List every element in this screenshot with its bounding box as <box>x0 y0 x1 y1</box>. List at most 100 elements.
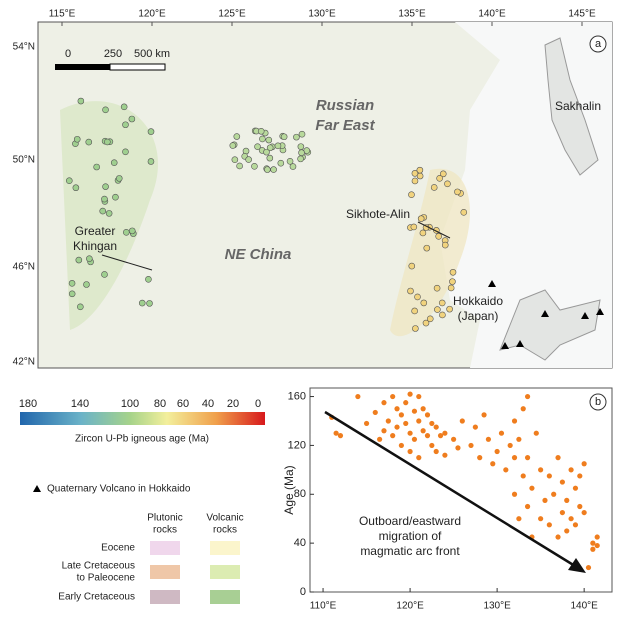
lon-tick-label: 125°E <box>218 9 246 20</box>
point <box>577 473 582 478</box>
point <box>407 449 412 454</box>
sample-dot <box>417 167 423 173</box>
point <box>460 418 465 423</box>
sample-dot <box>420 230 426 236</box>
scale-bar <box>110 64 165 70</box>
point <box>534 431 539 436</box>
lat-tick-label: 46°N <box>13 262 35 273</box>
sample-dot <box>267 155 273 161</box>
sample-dot <box>264 167 270 173</box>
sample-dot <box>409 263 415 269</box>
sample-dot <box>454 189 460 195</box>
point <box>525 504 530 509</box>
colorbar-tick-label: 20 <box>227 398 239 410</box>
map-label: (Japan) <box>458 309 499 323</box>
point <box>421 428 426 433</box>
point <box>425 433 430 438</box>
scale-label: 0 <box>65 48 71 60</box>
point <box>490 461 495 466</box>
sample-dot <box>83 282 89 288</box>
sample-dot <box>412 178 418 184</box>
sample-dot <box>100 208 106 214</box>
point <box>573 486 578 491</box>
point <box>381 428 386 433</box>
x-tick-label: 110°E <box>310 601 337 612</box>
y-tick-label: 160 <box>288 390 306 402</box>
sample-dot <box>116 175 122 181</box>
point <box>595 534 600 539</box>
map-label: Hokkaido <box>453 294 503 308</box>
lon-tick-label: 120°E <box>138 9 166 20</box>
sample-dot <box>412 308 418 314</box>
point <box>512 492 517 497</box>
sample-dot <box>78 98 84 104</box>
sample-dot <box>449 279 455 285</box>
sample-dot <box>461 209 467 215</box>
sample-dot <box>437 175 443 181</box>
point <box>364 421 369 426</box>
colorbar-title: Zircon U-Pb igneous age (Ma) <box>75 434 209 445</box>
annotation: migration of <box>379 529 442 543</box>
swatch <box>210 565 240 579</box>
x-tick-label: 130°E <box>483 601 511 612</box>
lat-ticks: 54°N50°N46°N42°N <box>13 42 35 368</box>
point <box>434 424 439 429</box>
point <box>407 392 412 397</box>
annotation: Outboard/eastward <box>359 514 461 528</box>
swatch <box>210 541 240 555</box>
sample-dot <box>86 139 92 145</box>
sample-dot <box>436 233 442 239</box>
scale-label: 250 <box>104 48 122 60</box>
colorbar <box>20 412 265 425</box>
point <box>512 455 517 460</box>
x-tick-label: 120°E <box>396 601 424 612</box>
point <box>577 504 582 509</box>
point <box>416 455 421 460</box>
sample-dot <box>439 312 445 318</box>
swatch <box>150 565 180 579</box>
point <box>508 443 513 448</box>
panel-label: b <box>595 396 601 408</box>
sample-dot <box>290 164 296 170</box>
sample-dot <box>281 134 287 140</box>
point <box>555 534 560 539</box>
point <box>481 412 486 417</box>
sample-dot <box>408 288 414 294</box>
point <box>407 431 412 436</box>
lon-tick-label: 145°E <box>568 9 596 20</box>
sample-dot <box>442 242 448 248</box>
point <box>473 424 478 429</box>
point <box>525 455 530 460</box>
point <box>560 479 565 484</box>
legend-row: to Paleocene <box>77 573 136 584</box>
sample-dot <box>234 134 240 140</box>
sample-dot <box>412 325 418 331</box>
point <box>560 510 565 515</box>
point <box>551 492 556 497</box>
point <box>512 418 517 423</box>
sample-dot <box>73 185 79 191</box>
map-label: Greater <box>75 224 116 238</box>
point <box>403 421 408 426</box>
point <box>394 406 399 411</box>
sample-dot <box>299 150 305 156</box>
point <box>390 394 395 399</box>
point <box>412 437 417 442</box>
point <box>377 437 382 442</box>
point <box>412 409 417 414</box>
sample-dot <box>129 228 135 234</box>
legend-header: rocks <box>153 525 177 536</box>
point <box>573 522 578 527</box>
point <box>503 467 508 472</box>
sample-dot <box>411 224 417 230</box>
sample-dot <box>287 158 293 164</box>
point <box>486 437 491 442</box>
map-label: Sakhalin <box>555 99 601 113</box>
sample-dot <box>439 300 445 306</box>
colorbar-tick-label: 40 <box>202 398 214 410</box>
sample-dot <box>431 184 437 190</box>
sample-dot <box>415 294 421 300</box>
sample-dot <box>122 149 128 155</box>
point <box>590 547 595 552</box>
